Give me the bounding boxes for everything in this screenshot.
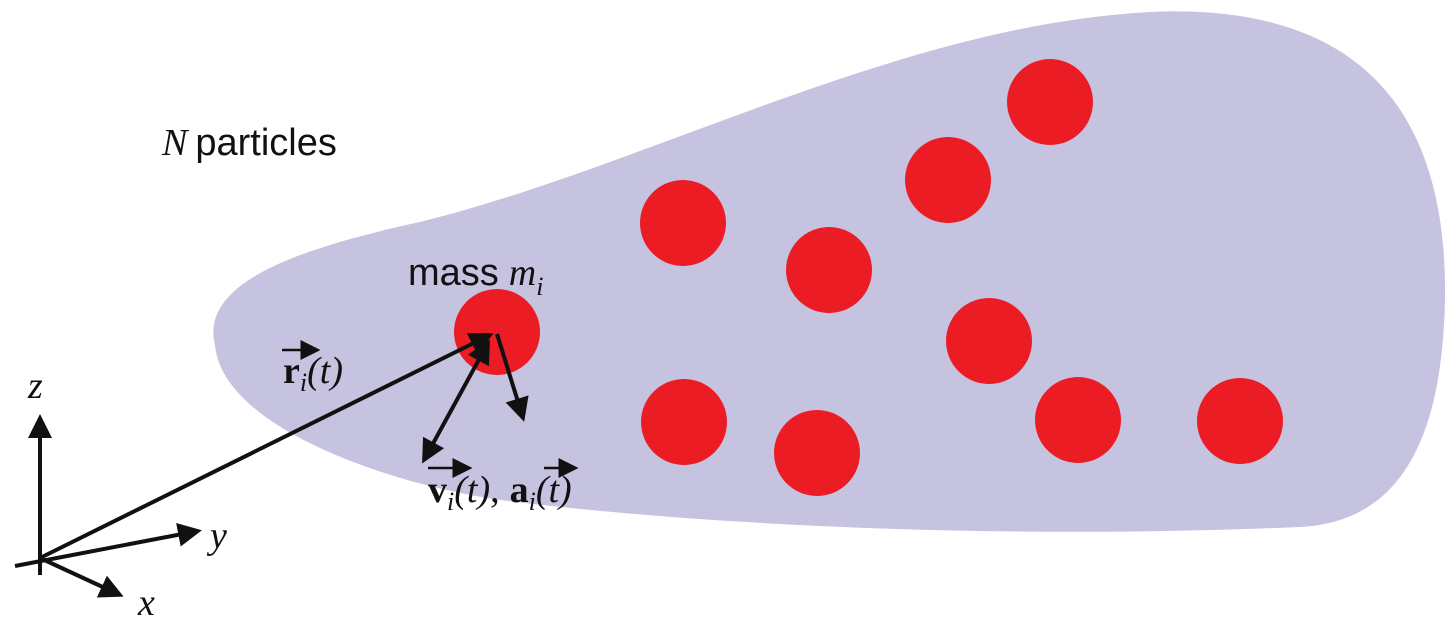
index: i bbox=[300, 368, 307, 397]
particle bbox=[1035, 377, 1121, 463]
symbol: N bbox=[161, 122, 190, 164]
z-axis-label: z bbox=[27, 365, 43, 407]
y-axis-label: y bbox=[206, 515, 227, 557]
diagram: Nparticles massmi ri(t) vi(t),ai(t) z y … bbox=[0, 0, 1451, 620]
text: particles bbox=[195, 122, 337, 164]
argument: (t) bbox=[454, 469, 490, 511]
particle bbox=[1007, 59, 1093, 145]
index: i bbox=[536, 272, 543, 301]
separator: , bbox=[490, 469, 500, 511]
index: i bbox=[529, 487, 536, 516]
text: mass bbox=[408, 252, 499, 294]
symbol: m bbox=[509, 252, 536, 294]
particle bbox=[774, 410, 860, 496]
symbol: v bbox=[428, 469, 447, 511]
symbol: a bbox=[510, 469, 529, 511]
x-axis-label: x bbox=[137, 582, 155, 620]
index: i bbox=[447, 487, 454, 516]
argument: (t) bbox=[536, 469, 572, 511]
argument: (t) bbox=[307, 350, 343, 392]
particle bbox=[1197, 378, 1283, 464]
x-axis bbox=[40, 558, 120, 595]
particle bbox=[946, 298, 1032, 384]
particle bbox=[786, 227, 872, 313]
particle bbox=[454, 289, 540, 375]
page: Nparticles massmi ri(t) vi(t),ai(t) z y … bbox=[0, 0, 1451, 620]
particle bbox=[640, 180, 726, 266]
position-label: ri(t) bbox=[283, 350, 343, 397]
symbol: r bbox=[283, 350, 300, 392]
particle bbox=[641, 379, 727, 465]
particle bbox=[905, 137, 991, 223]
